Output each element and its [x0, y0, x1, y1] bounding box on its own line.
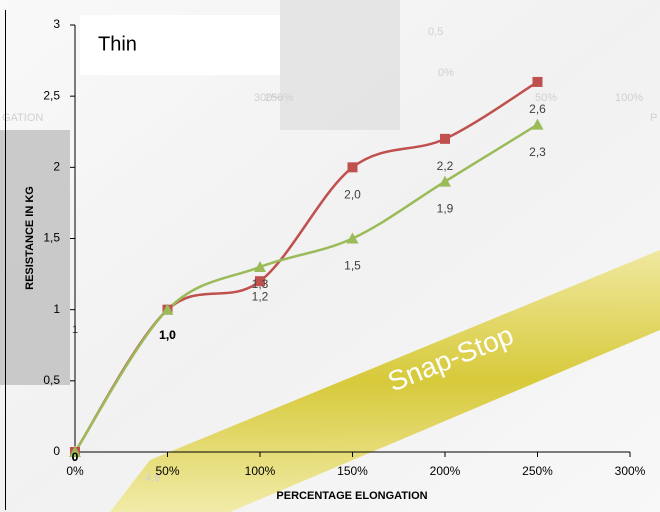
data-label: 0 — [72, 450, 79, 464]
data-label: 1,5 — [344, 259, 361, 273]
marker — [69, 446, 81, 457]
bg-text: GATION — [2, 112, 43, 124]
x-tick-label: 250% — [522, 464, 553, 478]
data-label: 2,2 — [437, 159, 454, 173]
bg-text: 4,9 — [145, 472, 160, 484]
bg-text: 100% — [615, 92, 643, 104]
y-tick-label: 1 — [53, 302, 60, 316]
data-label: 0 — [72, 450, 79, 464]
bg-text: 0,5 — [428, 26, 443, 38]
marker — [346, 232, 359, 244]
marker — [347, 162, 358, 173]
chart-title: Thin — [98, 33, 137, 55]
data-label: 1,2 — [252, 289, 269, 303]
data-label: 1,0 — [159, 328, 176, 342]
bg-text: P — [650, 112, 657, 124]
x-tick-label: 0% — [66, 464, 84, 478]
bg-text: 50% — [535, 92, 557, 104]
frame-edge — [5, 10, 6, 510]
marker — [531, 118, 544, 130]
x-tick-label: 300% — [615, 464, 646, 478]
marker — [439, 175, 451, 187]
y-axis-label: RESISTANCE IN KG — [24, 186, 36, 290]
data-label: 2,3 — [529, 145, 546, 159]
marker — [532, 76, 543, 87]
x-tick-label: 100% — [245, 464, 276, 478]
line — [73, 123, 539, 453]
marker — [254, 260, 266, 272]
data-label: 2,6 — [529, 102, 546, 116]
bg-text: 250% — [265, 92, 293, 104]
bg-text: 300% — [254, 92, 282, 104]
y-tick-label: 0 — [53, 444, 60, 458]
x-axis-label: PERCENTAGE ELONGATION — [276, 490, 427, 502]
y-tick-label: 1,5 — [43, 231, 60, 245]
y-tick-label: 0,5 — [43, 373, 60, 387]
marker — [161, 303, 174, 315]
x-tick-label: 200% — [430, 464, 461, 478]
x-tick-label: 50% — [155, 464, 179, 478]
data-label: 1,0 — [159, 328, 176, 342]
data-label: 1,3 — [252, 277, 269, 291]
data-label: 2,0 — [344, 188, 361, 202]
marker — [255, 276, 265, 287]
y-tick-label: 3 — [53, 17, 60, 31]
bg-text: 0% — [438, 67, 454, 79]
marker — [440, 133, 450, 144]
data-label: 1,9 — [437, 202, 454, 216]
y-tick-label: 2 — [53, 160, 60, 174]
x-tick-label: 150% — [337, 464, 368, 478]
y-tick-label: 2,5 — [43, 88, 60, 102]
